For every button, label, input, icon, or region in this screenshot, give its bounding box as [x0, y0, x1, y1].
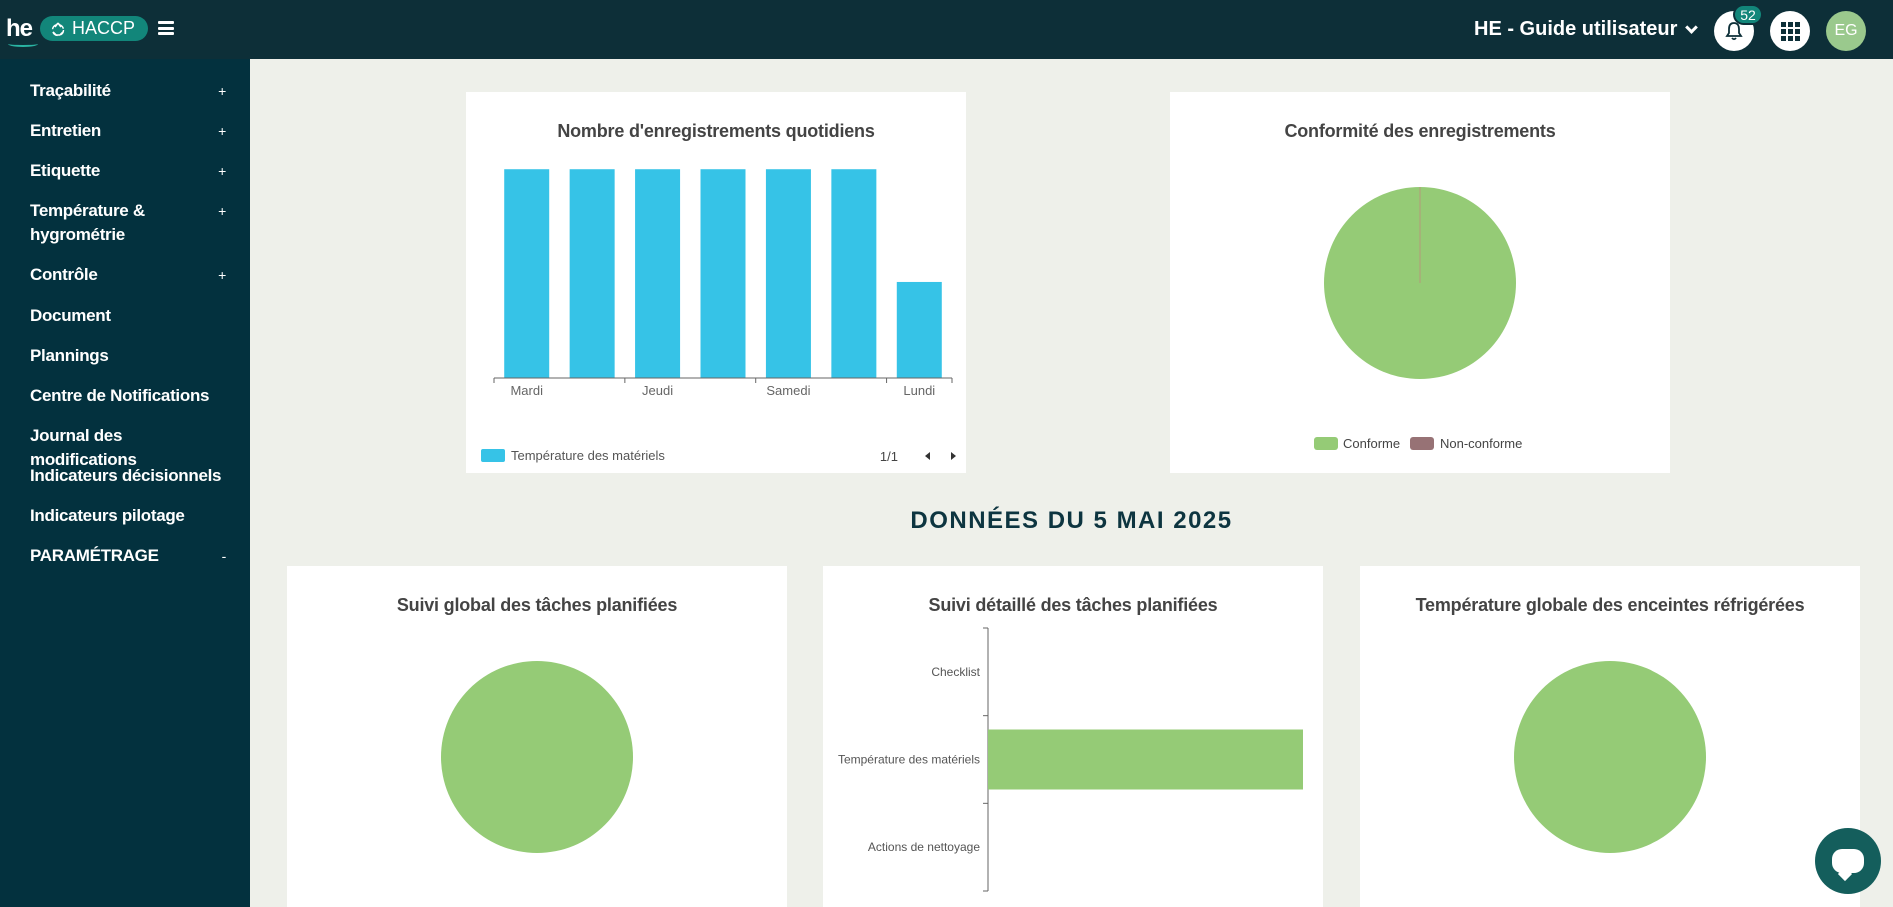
fridge-temperature-slice-0 — [1514, 661, 1706, 853]
site-selector[interactable]: HE - Guide utilisateur — [1474, 18, 1699, 41]
sidebar-item-indicateurs-decisionnels[interactable]: Indicateurs décisionnels — [30, 464, 230, 488]
legend-label-conforme: Conforme — [1343, 436, 1400, 451]
sidebar-item-label: Centre de Notifications — [30, 386, 210, 405]
chat-support-button[interactable] — [1815, 828, 1881, 894]
expand-icon: + — [218, 163, 226, 179]
sidebar-item-label: Document — [30, 306, 111, 325]
bar-mardi — [504, 169, 550, 378]
module-badge-label: HACCP — [72, 18, 136, 38]
chart-title: Température globale des enceintes réfrig… — [1415, 595, 1805, 615]
sidebar-item-parametrage[interactable]: PARAMÉTRAGE - — [30, 544, 230, 568]
sidebar-item-etiquette[interactable]: Etiquette + — [30, 159, 230, 183]
sidebar-item-entretien[interactable]: Entretien + — [30, 119, 230, 143]
legend-swatch-conforme — [1314, 437, 1338, 450]
chart-title: Suivi global des tâches planifiées — [396, 595, 678, 615]
module-badge[interactable]: HACCP — [40, 16, 148, 41]
bell-icon — [1725, 22, 1743, 41]
he-logo[interactable]: he — [6, 15, 38, 47]
chart-title: Suivi détaillé des tâches planifiées — [928, 595, 1218, 615]
daily-records-card: Nombre d'enregistrements quotidiens Mard… — [466, 92, 966, 473]
top-bar: he HACCP HE - Guide utilisateur 52 EG — [0, 0, 1893, 59]
sidebar-item-label: Journal des modifications — [30, 426, 137, 469]
bar-vendredi — [700, 169, 746, 378]
bar-samedi — [765, 169, 811, 378]
global-tasks-slice-0 — [441, 661, 633, 853]
detailed-tasks-bar-chart: Checklist Température des matériels Action… — [838, 627, 1303, 892]
logo-text: he — [6, 15, 33, 42]
x-tick-label: Jeudi — [642, 383, 673, 398]
sidebar-item-temperature-hygrometrie[interactable]: Température & hygrométrie + — [30, 199, 226, 247]
global-tasks-card: Suivi global des tâches planifiées — [287, 566, 787, 907]
sidebar-item-label: Indicateurs décisionnels — [30, 466, 222, 485]
sidebar-item-label: PARAMÉTRAGE — [30, 546, 159, 565]
sidebar-item-label: Entretien — [30, 121, 101, 140]
sidebar-item-label: Traçabilité — [30, 81, 111, 100]
pagination-label: 1/1 — [880, 449, 898, 464]
x-tick-label: Lundi — [903, 383, 935, 398]
site-selector-label: HE - Guide utilisateur — [1474, 18, 1678, 40]
prev-page-icon — [925, 452, 930, 460]
sidebar-item-journal-modifications[interactable]: Journal des modifications — [30, 424, 230, 472]
chat-bubble-icon — [1832, 849, 1864, 873]
sidebar-item-centre-notifications[interactable]: Centre de Notifications — [30, 384, 230, 408]
sidebar-item-label: Température & hygrométrie — [30, 201, 145, 244]
bar-lundi — [896, 281, 942, 378]
bar-jeudi — [635, 169, 681, 378]
x-tick-label: Samedi — [766, 383, 810, 398]
y-tick-label: Température des matériels — [838, 753, 980, 767]
expand-icon: + — [218, 123, 226, 139]
conformity-card: Conformité des enregistrements Conforme N… — [1170, 92, 1670, 473]
y-tick-label: Actions de nettoyage — [868, 840, 980, 854]
apps-button[interactable] — [1770, 11, 1810, 51]
chevron-down-icon — [1685, 21, 1699, 34]
bar-dimanche — [831, 169, 877, 378]
global-tasks-pie-chart — [441, 661, 633, 853]
expand-icon: + — [218, 83, 226, 99]
bar-mercredi — [569, 169, 615, 378]
conformity-pie-chart: Conforme Non-conforme — [1314, 187, 1522, 451]
y-tick-label: Checklist — [931, 665, 980, 679]
apps-grid-icon — [1780, 21, 1800, 41]
sidebar: Traçabilité + Entretien + Etiquette + Te… — [0, 59, 250, 907]
expand-icon: + — [218, 203, 226, 219]
daily-records-chart: Mardi Jeudi Samedi Lundi Température des mat… — [481, 169, 956, 464]
detailed-tasks-card: Suivi détaillé des tâches planifiées Che… — [823, 566, 1323, 907]
chart-title: Nombre d'enregistrements quotidiens — [557, 121, 875, 141]
x-tick-label: Mardi — [510, 383, 543, 398]
sidebar-item-label: Indicateurs pilotage — [30, 506, 185, 525]
collapse-icon: - — [221, 548, 227, 564]
sidebar-item-indicateurs-pilotage[interactable]: Indicateurs pilotage — [30, 504, 230, 528]
user-avatar[interactable]: EG — [1826, 11, 1866, 51]
notification-count-badge: 52 — [1733, 4, 1763, 25]
next-page-icon — [951, 452, 956, 460]
fridge-temperature-pie-chart — [1514, 661, 1706, 853]
sidebar-item-tracabilite[interactable]: Traçabilité + — [30, 79, 230, 103]
sidebar-item-label: Plannings — [30, 346, 109, 365]
sidebar-item-plannings[interactable]: Plannings — [30, 344, 230, 368]
sidebar-item-controle[interactable]: Contrôle + — [30, 263, 230, 287]
menu-toggle-icon[interactable] — [158, 20, 174, 36]
legend-label: Température des matériels — [511, 448, 665, 463]
bar-1 — [988, 729, 1303, 790]
sidebar-item-document[interactable]: Document — [30, 304, 230, 328]
sidebar-item-label: Contrôle — [30, 265, 98, 284]
sidebar-item-label: Etiquette — [30, 161, 101, 180]
chart-title: Conformité des enregistrements — [1284, 121, 1556, 141]
legend-swatch-nonconforme — [1410, 437, 1434, 450]
expand-icon: + — [218, 267, 226, 283]
legend-swatch — [481, 449, 505, 462]
section-title: DONNÉES DU 5 MAI 2025 — [910, 507, 1233, 534]
fridge-temperature-card: Température globale des enceintes réfrig… — [1360, 566, 1860, 907]
logo-swoosh — [8, 41, 38, 47]
legend-label-nonconforme: Non-conforme — [1440, 436, 1522, 451]
leaf-recycle-icon — [51, 22, 65, 36]
